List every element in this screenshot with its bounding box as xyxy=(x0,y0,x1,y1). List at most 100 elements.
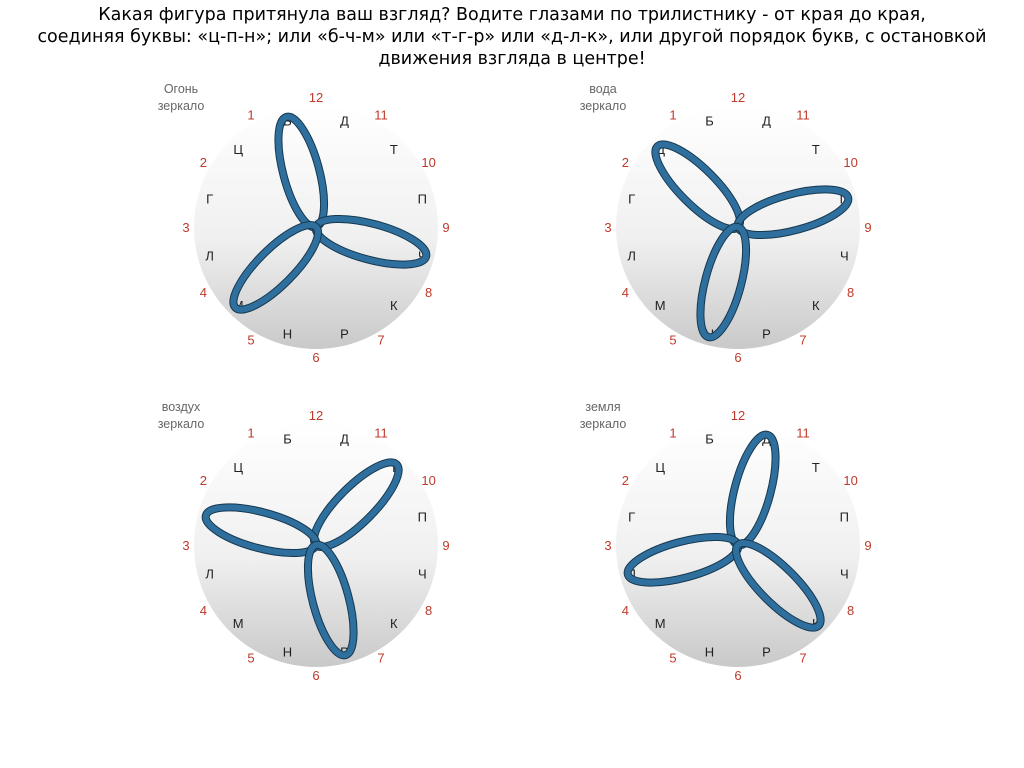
title-line-3: движения взгляда в центре! xyxy=(378,49,646,69)
dial-number: 5 xyxy=(669,651,676,666)
dial-number: 12 xyxy=(731,408,745,423)
dial-caption-line-1: вода xyxy=(589,82,616,96)
dial-number: 3 xyxy=(604,220,611,235)
dial-number: 4 xyxy=(200,285,207,300)
dial-number: 9 xyxy=(864,220,871,235)
dial-number: 9 xyxy=(864,538,871,553)
dial-number: 7 xyxy=(799,333,806,348)
dial-letter: Р xyxy=(762,326,771,341)
dial-letter: Д xyxy=(762,114,771,129)
trefoil xyxy=(201,458,403,660)
dial-number: 4 xyxy=(200,603,207,618)
dial-letter: М xyxy=(655,616,666,631)
petal xyxy=(304,541,357,659)
trefoil xyxy=(229,112,431,314)
dial-number: 8 xyxy=(847,285,854,300)
dial-number: 7 xyxy=(377,651,384,666)
dial-number: 3 xyxy=(604,538,611,553)
dial-number: 11 xyxy=(796,107,810,122)
dial-number: 7 xyxy=(377,333,384,348)
dial-letter: М xyxy=(233,616,244,631)
dial-number: 5 xyxy=(669,333,676,348)
dial-letter: Д xyxy=(762,432,771,447)
dial-number: 8 xyxy=(425,603,432,618)
petal xyxy=(697,223,750,341)
dial-letter: Г xyxy=(628,510,635,525)
title-line-2: соединяя буквы: «ц-п-н»; или «б-ч-м» или… xyxy=(37,27,987,47)
dial-number: 11 xyxy=(796,425,810,440)
dial-number: 9 xyxy=(442,538,449,553)
dial-number: 4 xyxy=(622,285,629,300)
dial-number: 6 xyxy=(734,668,741,683)
dial-number: 2 xyxy=(200,473,207,488)
dial-caption-line-2: зеркало xyxy=(580,417,627,431)
dial-caption-line-2: зеркало xyxy=(580,99,627,113)
dial-letter: Н xyxy=(283,326,292,341)
dial-letter: П xyxy=(840,510,849,525)
dial-letter: Д xyxy=(340,432,349,447)
dial-letter: Л xyxy=(627,249,636,264)
dial-number: 3 xyxy=(182,220,189,235)
dial-caption-line-1: воздух xyxy=(162,400,201,414)
title-line-1: Какая фигура притянула ваш взгляд? Водит… xyxy=(98,5,926,25)
dial-number: 10 xyxy=(421,473,435,488)
dial-letter: Б xyxy=(283,432,292,447)
dial-letter: Н xyxy=(283,644,292,659)
dial-number: 12 xyxy=(309,90,323,105)
dial-letter: П xyxy=(840,192,849,207)
trefoil xyxy=(623,430,825,632)
dial-number: 4 xyxy=(622,603,629,618)
dial-number: 7 xyxy=(799,651,806,666)
page-title: Какая фигура притянула ваш взгляд? Водит… xyxy=(0,4,1024,70)
dial-number: 2 xyxy=(622,473,629,488)
dial-number: 5 xyxy=(247,333,254,348)
trefoil xyxy=(651,140,853,342)
dial-letter: Ц xyxy=(655,142,665,157)
dial-letter: Б xyxy=(283,114,292,129)
dial-letter: М xyxy=(655,298,666,313)
dial-number: 10 xyxy=(843,473,857,488)
dial-letter: Д xyxy=(340,114,349,129)
dial-letter: Б xyxy=(705,114,714,129)
dial-letter: Б xyxy=(705,432,714,447)
dial-letter: Ц xyxy=(233,142,243,157)
dial-letter: Г xyxy=(628,192,635,207)
dial-number: 6 xyxy=(312,350,319,365)
dial-letter: Т xyxy=(812,142,820,157)
dial-letter: Л xyxy=(205,249,214,264)
dial-letter: Ч xyxy=(418,567,427,582)
dial-letter: П xyxy=(418,192,427,207)
dial-letter: Г xyxy=(206,510,213,525)
dial-letter: К xyxy=(390,616,398,631)
dial-letter: Т xyxy=(390,460,398,475)
petal xyxy=(230,222,321,313)
dial-letter: Т xyxy=(812,460,820,475)
dial-number: 12 xyxy=(309,408,323,423)
dial-number: 6 xyxy=(312,668,319,683)
dial-letter: П xyxy=(418,510,427,525)
dial-number: 11 xyxy=(374,425,388,440)
dial-number: 12 xyxy=(731,90,745,105)
dial-number: 11 xyxy=(374,107,388,122)
petal xyxy=(733,540,824,631)
dial-caption-line-1: Огонь xyxy=(164,82,198,96)
dial-letter: Р xyxy=(762,644,771,659)
dial-number: 1 xyxy=(247,425,254,440)
dial-letter: Г xyxy=(206,192,213,207)
dial-number: 9 xyxy=(442,220,449,235)
dial-letter: Ч xyxy=(840,567,849,582)
dial-number: 3 xyxy=(182,538,189,553)
dial-letter: Ч xyxy=(840,249,849,264)
dial-number: 2 xyxy=(200,155,207,170)
dial-caption-line-1: земля xyxy=(585,400,620,414)
dial-number: 10 xyxy=(843,155,857,170)
dial-number: 8 xyxy=(847,603,854,618)
dial-letter: Л xyxy=(205,567,214,582)
dial-number: 8 xyxy=(425,285,432,300)
dial-number: 2 xyxy=(622,155,629,170)
dial-number: 1 xyxy=(669,425,676,440)
dial-letter: Т xyxy=(390,142,398,157)
